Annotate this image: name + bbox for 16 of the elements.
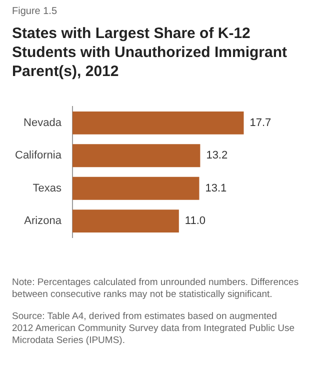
source-note: Source: Table A4, derived from estimates based on augmented 2012 American Community Survey data from Integrated Public Use Microdata Series (IPUMS). — [12, 311, 296, 347]
caption: Figure 1.5 — [12, 6, 58, 18]
data-label: 11.0 — [184, 215, 206, 228]
y-tick-label: Nevada — [24, 116, 62, 129]
y-tick-label: Arizona — [24, 215, 62, 228]
bar — [72, 144, 200, 168]
y-tick-label: California — [14, 150, 62, 162]
data-label: 17.7 — [250, 116, 272, 129]
bar — [72, 210, 179, 233]
text: Note: Percentages calculated from unrounded numbers. Differences between consecutive ranks may not be statistically significant. — [12, 277, 300, 301]
y-tick-label: Texas — [32, 182, 62, 194]
data-label: 13.2 — [206, 150, 228, 162]
data-label: 13.1 — [205, 182, 227, 194]
chart-title: States with Largest Share of K-12 Students with Unauthorized Immigrant Parent(s), 2012 — [12, 24, 288, 81]
bar — [72, 111, 244, 134]
bar — [72, 176, 200, 200]
